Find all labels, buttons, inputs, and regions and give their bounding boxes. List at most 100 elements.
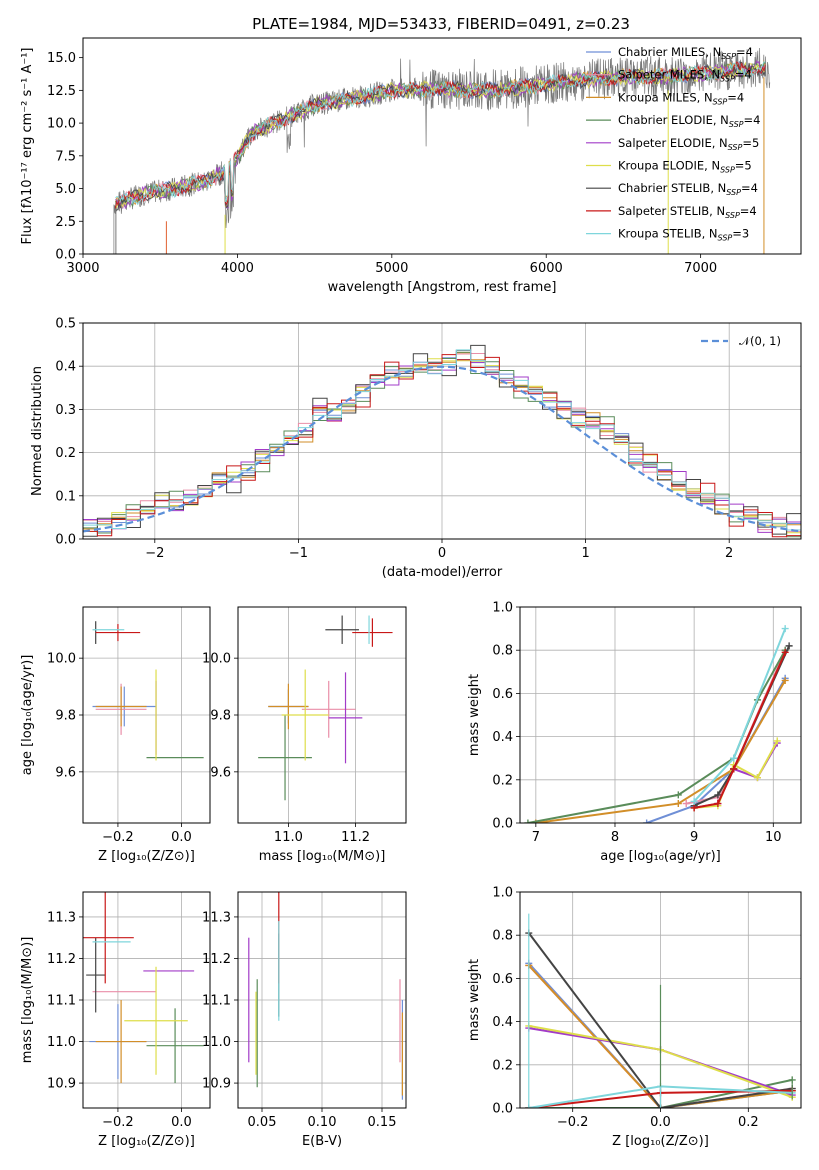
histogram-step [83,349,801,531]
y-tick-label: 9.6 [210,765,231,780]
legend-text: Salpeter ELODIE, N [618,136,728,150]
y-tick-label: 0.4 [492,1015,513,1030]
errorbar-point [95,624,141,642]
legend-suffix: =4 [744,113,761,127]
legend-subscript: SSP [725,211,740,220]
weight-line [528,932,793,1108]
panel-age-vs-Z: −0.2 0.0 9.6 9.8 10.0 Z [log₁₀(Z/Z⊙)] age [log… [20,606,211,864]
errorbar-point [86,937,106,1013]
legend-entry: Salpeter MILES, NSSP=4 [618,68,752,84]
panel-weight-vs-Z: −0.2 0.0 0.2 0.0 0.2 0.4 0.6 0.8 1.0 Z [log₁₀(Z/Z… [467,886,802,1149]
x-tick-label: 0.10 [308,1115,337,1130]
legend-subscript: SSP [713,97,728,106]
legend-entry: Salpeter ELODIE, NSSP=5 [618,136,759,152]
x-tick-label: 0.0 [650,1115,671,1130]
y-axis-label: Normed distribution [30,366,45,496]
weight-marker [674,800,682,808]
model-spectrum [115,61,766,206]
x-tick-label: 2 [725,546,733,561]
errorbar-point [268,683,309,730]
x-axis-label: Z [log₁₀(Z/Z⊙)] [98,849,195,864]
y-tick-label: 7.5 [55,149,76,164]
y-tick-label: 1.0 [492,886,513,901]
x-tick-label: 0.0 [171,830,192,845]
legend-subscript: SSP [729,120,744,129]
plot-area [83,344,801,538]
legend-entry: Kroupa STELIB, NSSP=3 [618,227,749,243]
y-tick-label: 11.0 [47,1035,76,1050]
axes-frame [82,891,211,1109]
errorbar-point [146,1008,204,1084]
legend-subscript: SSP [718,234,733,243]
panel-mass-vs-Z: −0.2 0.0 10.9 11.0 11.1 11.2 11.3 Z [log₁₀(Z/Z⊙… [20,891,211,1149]
x-tick-label: −0.2 [102,830,134,845]
y-tick-label: 0.4 [55,360,76,375]
panel-spectrum: 3000 4000 5000 6000 7000 0.0 2.5 5.0 7.5 10.0 12.5… [20,37,802,295]
y-tick-label: 11.1 [47,994,76,1009]
y-tick-label: 0.3 [55,403,76,418]
legend-entry: Chabrier ELODIE, NSSP=4 [618,113,760,129]
panel-weight-vs-age: 7 8 9 10 0.0 0.2 0.4 0.6 0.8 1.0 age [log₁₀(age/yr… [467,601,802,864]
legend-subscript: SSP [726,188,741,197]
plot-area [258,615,393,801]
x-axis-label: Z [log₁₀(Z/Z⊙)] [612,1134,709,1149]
y-tick-label: 0.1 [55,489,76,504]
y-axis-label: mass weight [467,674,482,756]
axes-frame [237,606,407,824]
y-tick-label: 9.8 [55,709,76,724]
y-tick-label: 10.0 [47,652,76,667]
legend-entry: Kroupa MILES, NSSP=4 [618,90,744,106]
plot-area [248,892,403,1100]
y-tick-label: 11.2 [47,952,76,967]
x-tick-label: 0.15 [368,1115,397,1130]
weight-marker [785,642,793,650]
plot-area [83,892,204,1084]
y-tick-label: 11.0 [202,1035,231,1050]
y-tick-label: 0.8 [492,644,513,659]
y-tick-label: 0.4 [492,730,513,745]
y-tick-label: 0.6 [492,972,513,987]
errorbar-point [325,615,359,644]
weight-marker [524,819,532,823]
y-tick-label: 2.5 [55,215,76,230]
x-tick-label: 9 [690,830,698,845]
errorbar-point [301,680,356,738]
x-axis-label: mass [log₁₀(M/M⊙)] [259,849,386,864]
weight-marker [753,774,761,782]
y-tick-label: 0.2 [492,773,513,788]
y-tick-label: 11.2 [202,952,231,967]
x-axis-label: E(B-V) [302,1134,342,1149]
x-tick-label: 7 [532,830,540,845]
legend-entry: Salpeter STELIB, NSSP=4 [618,204,757,220]
y-tick-label: 0.2 [492,1058,513,1073]
plot-area [92,621,204,761]
y-tick-label: 1.0 [492,601,513,616]
legend-text: Salpeter STELIB, N [618,204,725,218]
y-tick-label: 0.0 [55,248,76,263]
legend-text: Chabrier ELODIE, N [618,113,729,127]
errorbar-point [95,1000,147,1084]
legend-suffix: =4 [727,90,744,104]
legend-suffix: =4 [741,181,758,195]
x-tick-label: 8 [611,830,619,845]
errorbar-point [258,715,312,801]
panel-age-vs-mass: 11.0 11.2 9.6 9.8 10.0 mass [log₁₀(M/M⊙)] [202,606,407,864]
weight-marker [730,765,738,773]
legend-entry: Chabrier MILES, NSSP=4 [618,45,753,61]
legend-suffix: =4 [736,45,753,59]
axes-frame [519,606,802,824]
legend-text: Kroupa ELODIE, N [618,159,720,173]
y-tick-label: 10.0 [202,652,231,667]
legend-text: Chabrier STELIB, N [618,181,726,195]
x-tick-label: 11.2 [341,830,370,845]
y-tick-label: 9.6 [55,765,76,780]
weight-marker [682,800,690,808]
x-axis-label: age [log₁₀(age/yr)] [600,849,721,864]
legend-suffix: =4 [740,204,757,218]
x-tick-label: 7000 [684,261,717,276]
plot-area [524,625,793,823]
y-tick-label: 10.9 [47,1077,76,1092]
model-spectrum [114,61,766,212]
errorbar-point [352,618,393,647]
